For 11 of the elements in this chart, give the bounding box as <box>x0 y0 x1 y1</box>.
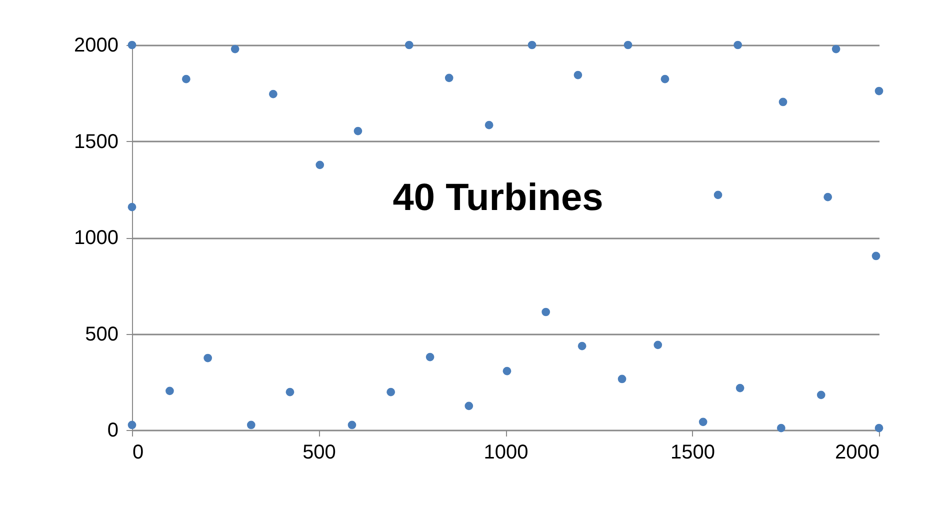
x-tick-label: 1000 <box>484 442 528 464</box>
y-tick-label: 500 <box>85 323 118 346</box>
x-tick-label: 1500 <box>670 442 715 464</box>
x-tick-label: 500 <box>302 442 336 464</box>
y-tick-label: 1500 <box>74 130 118 153</box>
y-tick-label: 0 <box>107 420 118 442</box>
annotation: 40 Turbines <box>392 177 604 219</box>
y-tick-label: 2000 <box>74 34 118 56</box>
y-tick-label: 1000 <box>74 227 118 249</box>
x-tick-label: 0 <box>132 442 144 464</box>
x-tick-label: 2000 <box>835 442 880 464</box>
